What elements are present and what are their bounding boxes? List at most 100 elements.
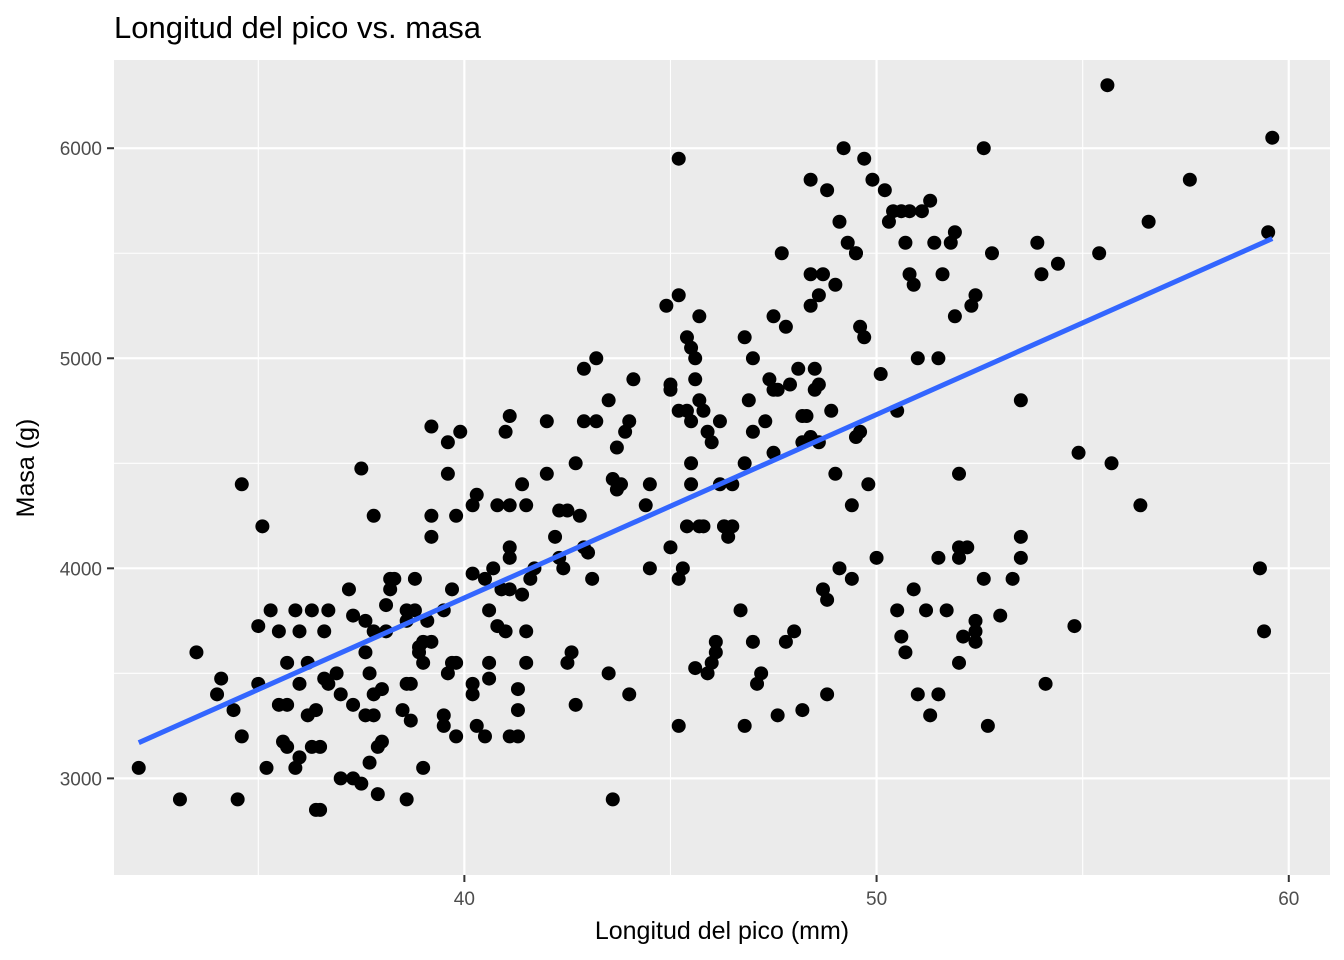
data-point [679,330,694,345]
data-point [815,582,830,597]
data-point [214,671,229,686]
data-point [477,571,492,586]
data-point [1067,619,1082,634]
x-axis-title: Longitud del pico (mm) [595,917,849,945]
data-point [251,619,266,634]
data-point [482,671,497,686]
chart-title: Longitud del pico vs. masa [114,10,482,45]
data-point [482,603,497,618]
data-point [1038,676,1053,691]
data-point [671,571,686,586]
data-point [465,498,480,513]
data-point [787,624,802,639]
data-point [292,750,307,765]
data-point [984,246,999,261]
data-point [828,277,843,292]
data-point [387,571,402,586]
data-point [952,655,967,670]
data-point [449,729,464,744]
data-point [280,697,295,712]
data-point [663,540,678,555]
data-point [968,613,983,628]
data-point [848,246,863,261]
data-point [832,214,847,229]
data-point [1100,78,1115,93]
data-point [614,477,629,492]
data-point [576,361,591,376]
data-point [642,561,657,576]
data-point [321,603,336,618]
data-point [333,771,348,786]
data-point [704,435,719,450]
data-points [131,78,1280,817]
data-point [671,718,686,733]
data-point [605,792,620,807]
axes: 40 50 60 3000 4000 5000 6000 [60,139,1300,910]
data-point [828,466,843,481]
data-point [976,141,991,156]
data-point [622,687,637,702]
data-point [778,634,793,649]
data-point [708,645,723,660]
data-point [807,382,822,397]
data-point [399,792,414,807]
data-point [374,682,389,697]
data-point [407,603,422,618]
data-point [671,403,686,418]
data-point [696,519,711,534]
data-point [659,298,674,313]
data-point [412,645,427,660]
data-point [515,587,530,602]
data-point [383,582,398,597]
x-tick-label: 40 [454,889,475,910]
data-point [589,351,604,366]
data-point [510,729,525,744]
data-point [403,713,418,728]
data-point [1141,214,1156,229]
data-point [292,624,307,639]
data-point [642,477,657,492]
data-point [671,151,686,166]
data-point [321,676,336,691]
data-point [482,655,497,670]
data-point [1092,246,1107,261]
data-point [440,466,455,481]
data-point [820,687,835,702]
data-point [523,571,538,586]
data-point [923,193,938,208]
data-point [189,645,204,660]
data-point [803,172,818,187]
data-point [601,393,616,408]
data-point [807,361,822,376]
data-point [684,340,699,355]
data-point [502,540,517,555]
data-point [770,382,785,397]
data-point [923,708,938,723]
data-point [502,498,517,513]
data-point [131,760,146,775]
data-point [354,461,369,476]
data-point [395,703,410,718]
data-point [502,582,517,597]
data-point [1013,529,1028,544]
data-point [931,687,946,702]
data-point [898,645,913,660]
data-point [700,666,715,681]
data-point [440,435,455,450]
data-point [618,424,633,439]
data-point [346,697,361,712]
data-point [313,739,328,754]
data-point [692,309,707,324]
data-point [210,687,225,702]
data-point [515,477,530,492]
data-point [745,351,760,366]
data-point [259,760,274,775]
data-point [881,214,896,229]
data-point [379,598,394,613]
y-tick-label: 5000 [60,349,102,370]
y-tick-label: 3000 [60,769,102,790]
data-point [358,645,373,660]
data-point [374,734,389,749]
data-point [424,634,439,649]
data-point [548,529,563,544]
